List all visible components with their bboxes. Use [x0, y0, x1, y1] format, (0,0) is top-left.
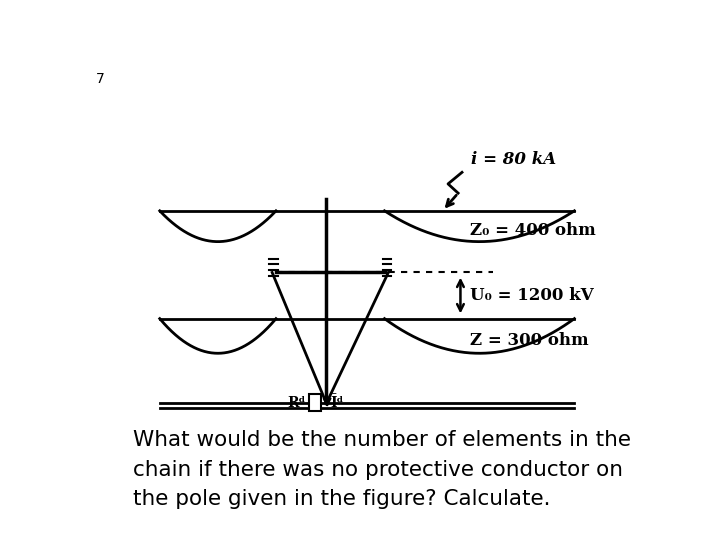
- Bar: [309, 394, 321, 411]
- Text: U₀ = 1200 kV: U₀ = 1200 kV: [469, 287, 593, 304]
- Text: Z₀ = 400 ohm: Z₀ = 400 ohm: [469, 222, 595, 238]
- Text: Īᵈ: Īᵈ: [330, 395, 343, 409]
- Text: 7: 7: [96, 72, 105, 86]
- Text: Z = 300 ohm: Z = 300 ohm: [469, 331, 588, 349]
- Text: Rᵈ: Rᵈ: [287, 395, 305, 409]
- Text: What would be the number of elements in the
chain if there was no protective con: What would be the number of elements in …: [132, 430, 631, 510]
- Text: i = 80 kA: i = 80 kA: [472, 152, 557, 168]
